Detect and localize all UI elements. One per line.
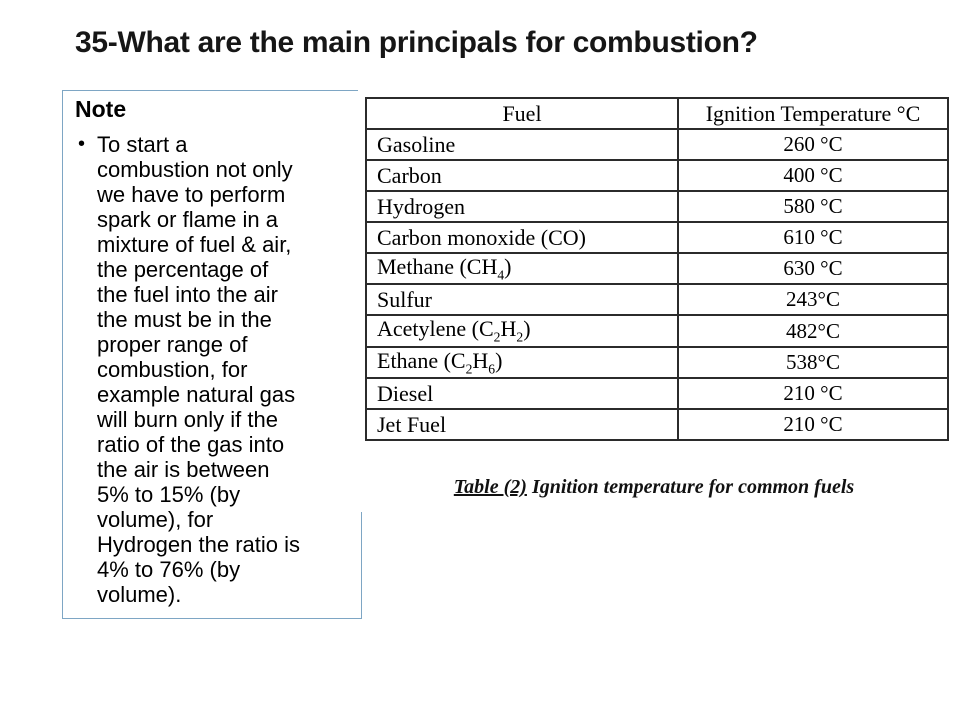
fuel-name-cell: Methane (CH4) xyxy=(365,251,679,286)
note-box: Note • To start a combustion not only we… xyxy=(62,90,362,619)
table-row: Jet Fuel 210 °C xyxy=(365,408,949,442)
table-caption-text: Ignition temperature for common fuels xyxy=(526,476,855,498)
table-row: Hydrogen 580 °C xyxy=(365,190,949,223)
fuel-name-cell: Carbon monoxide (CO) xyxy=(365,221,679,254)
note-bullet-item: • To start a combustion not only we have… xyxy=(78,132,361,607)
table-row: Carbon 400 °C xyxy=(365,159,949,192)
fuel-name-cell: Carbon xyxy=(365,159,679,192)
ignition-temperature-cell: 210 °C xyxy=(677,408,949,442)
fuel-name-cell: Gasoline xyxy=(365,128,679,161)
fuel-name-cell: Hydrogen xyxy=(365,190,679,223)
column-header-fuel: Fuel xyxy=(365,97,679,130)
bullet-icon: • xyxy=(78,133,86,155)
fuel-name-cell: Jet Fuel xyxy=(365,408,679,442)
table-row: Acetylene (C2H2) 482°C xyxy=(365,314,949,348)
table-row: Carbon monoxide (CO) 610 °C xyxy=(365,221,949,254)
table-row: Gasoline 260 °C xyxy=(365,128,949,161)
table-row: Methane (CH4) 630 °C xyxy=(365,251,949,286)
table-row: Diesel 210 °C xyxy=(365,377,949,411)
ignition-temperature-cell: 630 °C xyxy=(677,251,949,286)
ignition-temperature-cell: 538°C xyxy=(677,345,949,380)
table-row: Sulfur 243°C xyxy=(365,283,949,317)
note-heading: Note xyxy=(75,96,127,122)
slide-title: 35-What are the main principals for comb… xyxy=(75,26,758,59)
fuel-name-cell: Sulfur xyxy=(365,283,679,317)
column-header-ignition-temperature: Ignition Temperature °C xyxy=(677,97,949,130)
ignition-temperature-cell: 243°C xyxy=(677,283,949,317)
ignition-temperature-cell: 210 °C xyxy=(677,377,949,411)
ignition-table-panel: Fuel Ignition Temperature °C Gasoline 260… xyxy=(358,88,950,512)
fuel-name-cell: Ethane (C2H6) xyxy=(365,345,679,380)
ignition-temperature-cell: 610 °C xyxy=(677,221,949,254)
fuel-table-body: Gasoline 260 °C Carbon 400 °C Hydrogen 580 °C… xyxy=(365,128,949,442)
ignition-temperature-cell: 260 °C xyxy=(677,128,949,161)
note-text: To start a combustion not only we have t… xyxy=(97,132,300,607)
ignition-temperature-cell: 482°C xyxy=(677,314,949,348)
ignition-temperature-cell: 580 °C xyxy=(677,190,949,223)
fuel-name-cell: Acetylene (C2H2) xyxy=(365,314,679,348)
table-caption: Table (2) Ignition temperature for commo… xyxy=(358,476,950,499)
table-row: Ethane (C2H6) 538°C xyxy=(365,345,949,380)
table-caption-label: Table (2) xyxy=(453,476,527,498)
ignition-temperature-cell: 400 °C xyxy=(677,159,949,192)
table-header-row: Fuel Ignition Temperature °C xyxy=(365,97,949,130)
ignition-temperature-table: Fuel Ignition Temperature °C Gasoline 260… xyxy=(365,97,949,442)
fuel-name-cell: Diesel xyxy=(365,377,679,411)
